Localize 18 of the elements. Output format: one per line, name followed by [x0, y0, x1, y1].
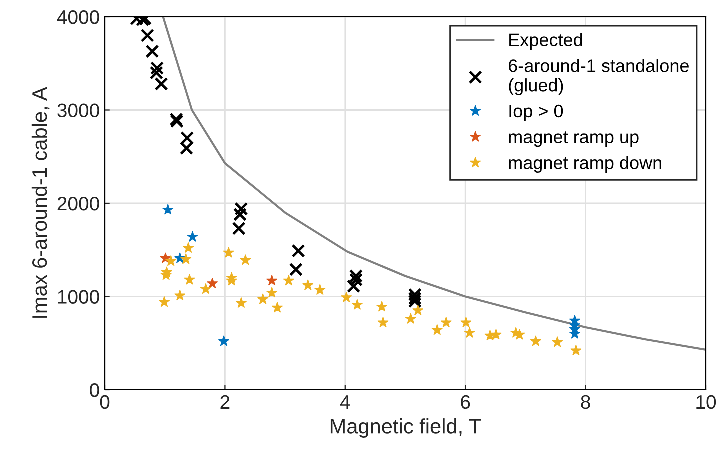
x-tick-label: 4: [340, 396, 350, 409]
y-tick-label: 1000: [58, 290, 100, 304]
x-axis-title: Magnetic field, T: [330, 418, 482, 438]
legend-label: Iop > 0: [510, 104, 564, 122]
y-tick-label: 0: [90, 383, 100, 398]
x-tick-label: 8: [581, 395, 590, 410]
y-axis-title: Imax 6-around-1 cable, A: [32, 87, 50, 318]
y-tick-label: 3000: [58, 104, 100, 118]
x-tick-label: 6: [461, 395, 470, 410]
legend-label: magnet ramp down: [509, 156, 662, 173]
legend-label: 6-around-1 standalone (glued): [508, 59, 689, 96]
legend-label: Expected: [510, 33, 582, 50]
y-tick-label: 2000: [58, 196, 100, 211]
y-tick-label: 4000: [57, 10, 100, 24]
x-tick-label: 2: [220, 395, 230, 409]
x-tick-label: 0: [100, 395, 110, 410]
x-tick-label: 10: [696, 395, 716, 410]
legend-label: magnet ramp up: [509, 132, 639, 148]
